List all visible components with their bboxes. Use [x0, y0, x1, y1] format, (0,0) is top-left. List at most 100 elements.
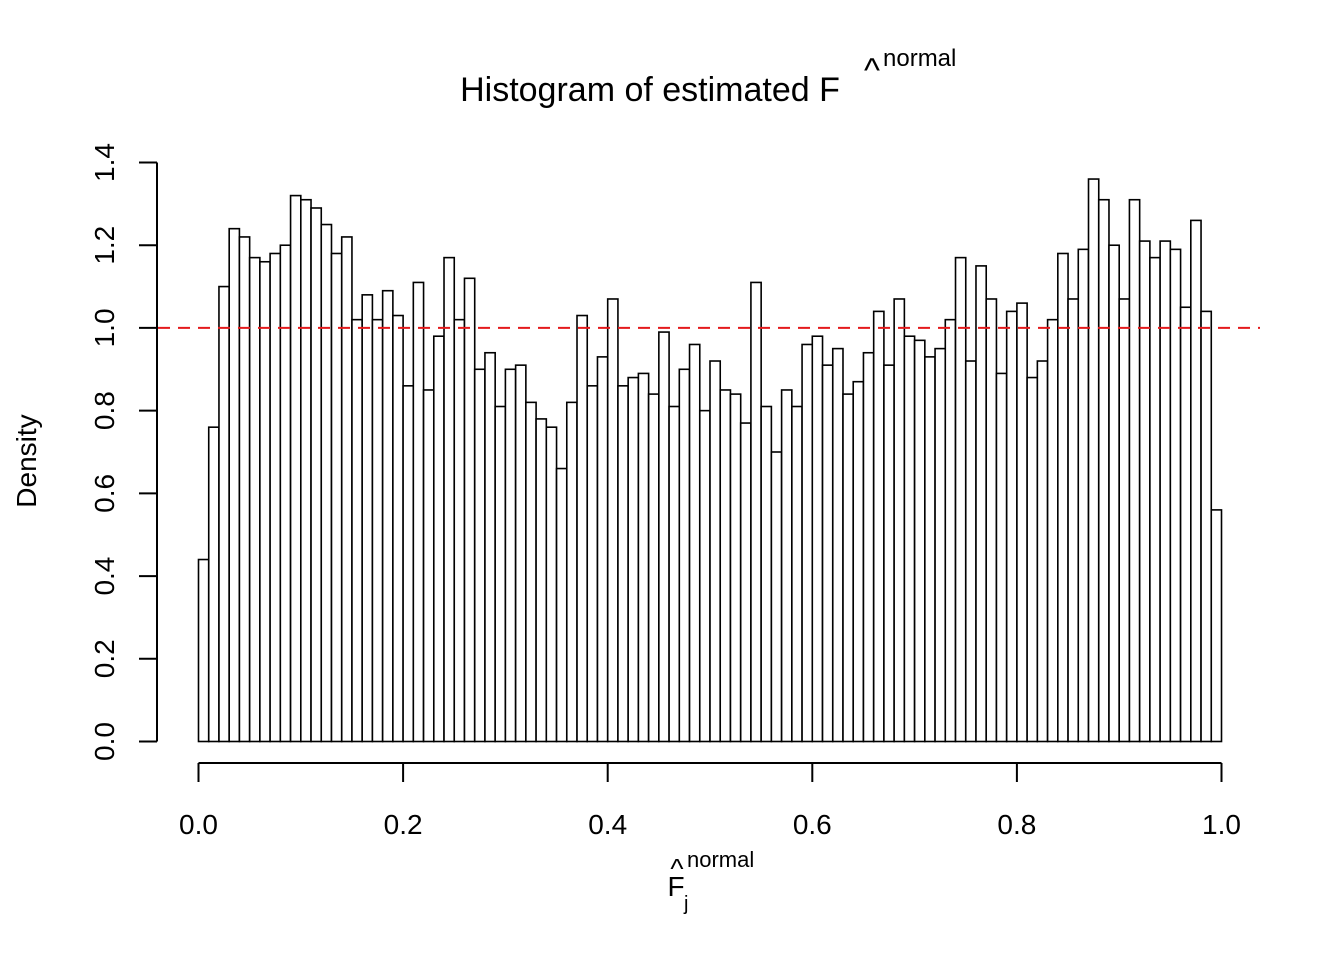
title-superscript: normal: [883, 45, 956, 72]
histogram-bar: [1067, 298, 1080, 743]
y-tick-label: 0.4: [89, 557, 120, 596]
histogram-bar: [1097, 198, 1110, 743]
histogram-bar: [893, 298, 906, 743]
x-label-subscript: j: [683, 893, 688, 915]
chart-title: Histogram of estimated F ^ normal: [460, 45, 956, 109]
histogram-bar: [269, 252, 282, 743]
histogram-bar: [872, 310, 885, 743]
histogram-bar: [1108, 244, 1120, 743]
histogram-bar: [627, 376, 640, 743]
x-tick-label: 1.0: [1202, 809, 1241, 840]
histogram-bar: [484, 351, 496, 743]
histogram-bar: [1036, 360, 1049, 743]
histogram-bar: [463, 277, 476, 743]
histogram-bar: [1169, 248, 1182, 743]
histogram-bar: [729, 393, 742, 743]
histogram-bar: [361, 294, 374, 743]
histogram-bar: [453, 318, 466, 743]
histogram-bar: [340, 236, 353, 743]
histogram-bar: [985, 298, 998, 743]
x-tick-label: 0.8: [997, 809, 1036, 840]
histogram-bar: [218, 285, 230, 743]
histogram-bar: [617, 385, 629, 743]
histogram-bar: [228, 227, 241, 743]
histogram-bar: [1200, 310, 1213, 743]
histogram-bar: [770, 451, 783, 743]
histogram-bar: [1179, 306, 1192, 743]
histogram-bar: [821, 364, 834, 743]
histogram-bar: [954, 256, 967, 743]
histogram-bar: [698, 409, 711, 743]
histogram-bar: [995, 372, 1008, 743]
histogram-bar: [934, 347, 947, 743]
histogram-bar: [320, 223, 333, 743]
histogram-bar: [719, 389, 732, 743]
y-tick-label: 1.4: [89, 143, 120, 182]
x-label-main: F: [667, 871, 684, 902]
histogram-bar: [494, 405, 507, 743]
y-axis-label: Density: [11, 414, 42, 507]
histogram-bar: [975, 265, 988, 743]
histogram-bar: [924, 356, 936, 743]
histogram-bar: [913, 339, 926, 743]
histogram-bar: [381, 289, 394, 743]
histogram-bar: [883, 364, 895, 743]
histogram-bar: [279, 244, 292, 743]
x-axis: 0.0 0.2 0.4 0.6 0.8 1.0: [179, 762, 1241, 840]
histogram-bar: [658, 331, 670, 743]
x-tick-label: 0.0: [179, 809, 218, 840]
histogram-bar: [351, 318, 363, 743]
histogram-bar: [678, 368, 691, 743]
histogram-bar: [760, 405, 773, 743]
histogram-bar: [606, 298, 619, 743]
histogram-bar: [903, 335, 916, 743]
histogram-bar: [1057, 252, 1069, 743]
histogram-bar: [811, 335, 824, 743]
histogram-bar: [1118, 298, 1131, 743]
histogram-bar: [862, 351, 875, 743]
histogram-bar: [514, 364, 527, 743]
histogram-bar: [637, 372, 650, 743]
histogram-bar: [739, 422, 752, 743]
histogram-bar: [422, 389, 435, 743]
histogram-bar: [545, 426, 558, 743]
x-axis-label: F ^ j normal: [667, 847, 754, 915]
histogram-bar: [831, 347, 844, 743]
histogram-bar: [801, 343, 814, 743]
histogram-bar: [1149, 256, 1161, 743]
x-tick-label: 0.6: [793, 809, 832, 840]
histogram-bar: [1190, 219, 1202, 743]
histogram-bar: [1005, 310, 1018, 743]
histogram-bars: [197, 178, 1223, 743]
histogram-bar: [842, 393, 855, 743]
histogram-bar: [791, 405, 803, 743]
y-tick-label: 1.0: [89, 308, 120, 347]
histogram-bar: [688, 343, 701, 743]
histogram-bar: [207, 426, 220, 743]
histogram-bar: [1159, 240, 1172, 743]
histogram-bar: [576, 314, 589, 743]
histogram-bar: [780, 389, 793, 743]
histogram-bar: [330, 252, 343, 743]
histogram-bar: [1026, 376, 1039, 743]
histogram-bar: [299, 198, 312, 743]
histogram-bar: [565, 401, 578, 743]
histogram-bar: [197, 558, 210, 743]
x-tick-label: 0.4: [588, 809, 627, 840]
histogram-bar: [668, 405, 681, 743]
histogram-bar: [647, 393, 660, 743]
histogram-bar: [586, 385, 599, 743]
x-tick-label: 0.2: [384, 809, 423, 840]
histogram-bar: [944, 318, 957, 743]
y-tick-label: 0.8: [89, 391, 120, 430]
x-label-hat: ^: [670, 853, 683, 884]
histogram-bar: [535, 418, 548, 743]
histogram-bar: [525, 401, 537, 743]
histogram-bar: [1128, 198, 1141, 743]
histogram-bar: [432, 335, 445, 743]
histogram-bar: [852, 380, 865, 743]
histogram-bar: [443, 256, 456, 743]
histogram-bar: [1210, 509, 1223, 743]
title-hat: ^: [864, 52, 880, 90]
y-tick-label: 0.0: [89, 722, 120, 761]
